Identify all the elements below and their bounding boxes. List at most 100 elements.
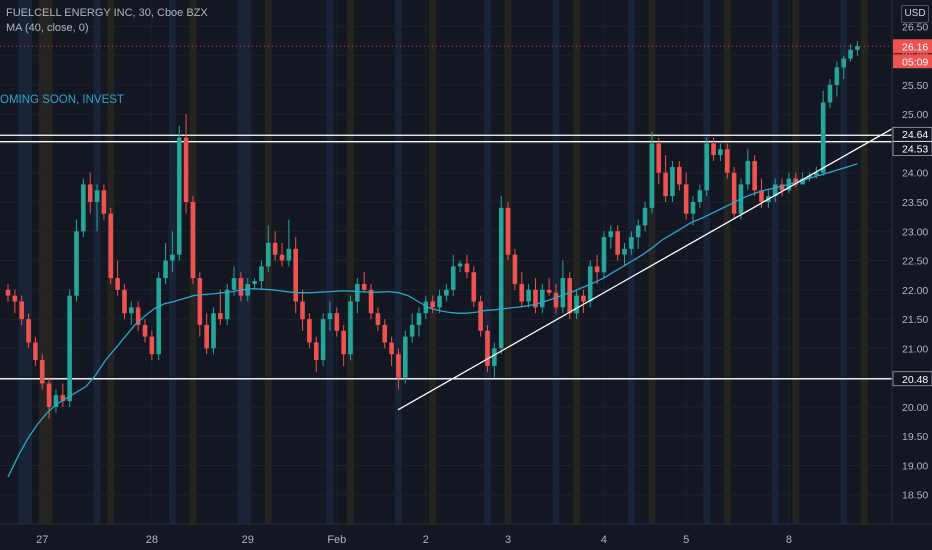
- candle-body: [149, 336, 155, 355]
- candle-body: [19, 301, 24, 320]
- price-tag-label: 05:09: [902, 56, 928, 68]
- candle-body: [224, 289, 230, 320]
- price-tag-box: [893, 39, 932, 54]
- session-band: [237, 0, 252, 524]
- candle-body: [793, 178, 799, 185]
- ma-line: [7, 163, 858, 478]
- price-tag-label: 24.64: [902, 129, 928, 141]
- candle-body: [60, 395, 66, 402]
- candle-body: [129, 307, 134, 314]
- y-tick-label: 18.50: [902, 490, 928, 502]
- session-band: [703, 0, 711, 524]
- candle-body: [286, 248, 292, 261]
- candle-body: [772, 184, 778, 197]
- y-tick-label: 23.00: [902, 226, 928, 238]
- candle-body: [745, 161, 751, 185]
- candle-body: [33, 342, 38, 361]
- candle-body: [190, 201, 196, 279]
- candle-body: [718, 149, 723, 156]
- x-tick-label: 2: [423, 534, 429, 546]
- x-tick-label: 5: [683, 534, 689, 546]
- x-tick-label: 28: [146, 534, 158, 546]
- candle-body: [711, 143, 716, 156]
- price-tags: 26.16 05:09 24.64 24.53 20.48: [892, 39, 932, 387]
- candle-body: [218, 313, 223, 320]
- candle-body: [512, 254, 518, 284]
- candle-body: [498, 207, 504, 349]
- session-band: [648, 0, 656, 524]
- candle-body: [649, 143, 655, 208]
- candle-body: [5, 289, 11, 296]
- candle-body: [416, 313, 422, 325]
- candle-body: [450, 266, 456, 290]
- time-axis[interactable]: 27 28 29 Feb 2 3 4 5 8: [36, 534, 792, 546]
- trendline: [397, 128, 893, 411]
- candle-body: [567, 278, 572, 314]
- y-tick-label: 20.00: [902, 402, 928, 414]
- candle-body: [115, 278, 120, 290]
- candle-body: [759, 190, 764, 202]
- candle-body: [471, 272, 477, 302]
- candle-body: [26, 319, 31, 343]
- x-tick-label: 8: [786, 534, 792, 546]
- session-band: [93, 0, 101, 524]
- price-tag-label: 26.16: [902, 41, 928, 53]
- price-tag-box: [893, 54, 932, 69]
- price-tag-box: [892, 141, 932, 156]
- candle-body: [855, 46, 860, 50]
- candle-body: [478, 301, 483, 331]
- session-band: [18, 0, 32, 524]
- price-tag-box: [892, 371, 932, 387]
- candle-body: [39, 360, 45, 384]
- candle-body: [635, 225, 641, 238]
- candle-body: [74, 231, 79, 296]
- candle-body: [87, 184, 93, 202]
- candle-body: [361, 283, 367, 290]
- x-tick-label: 3: [505, 534, 511, 546]
- candle-body: [334, 313, 340, 331]
- candle-body: [279, 254, 285, 261]
- candle-body: [848, 49, 853, 59]
- candle-body: [12, 295, 18, 302]
- candle-body: [663, 172, 668, 197]
- candle-body: [656, 143, 662, 173]
- session-band: [771, 0, 779, 524]
- candle-body: [389, 342, 394, 355]
- candle-body: [533, 289, 538, 308]
- candle-body: [444, 289, 449, 296]
- candle-body: [368, 289, 374, 314]
- candle-body: [485, 330, 490, 366]
- candle-body: [348, 301, 353, 355]
- session-band: [395, 0, 402, 524]
- candle-body: [156, 278, 161, 355]
- currency-button[interactable]: USD: [901, 5, 929, 23]
- y-tick-label: 21.50: [902, 314, 928, 326]
- candle-body: [464, 263, 470, 273]
- candle-body: [300, 301, 305, 320]
- indicator-legend[interactable]: MA (40, close, 0): [6, 22, 89, 34]
- candle-body: [574, 295, 579, 314]
- candle-body: [581, 295, 586, 302]
- candle-body: [238, 278, 244, 296]
- candle-body: [731, 172, 737, 214]
- session-band: [552, 0, 560, 524]
- candle-body: [313, 342, 319, 361]
- candle-body: [560, 278, 566, 308]
- symbol-title[interactable]: FUELCELL ENERGY INC, 30, Cboe BZX: [6, 7, 208, 19]
- candle-body: [697, 190, 703, 202]
- candle-body: [293, 248, 298, 302]
- candle-body: [505, 207, 511, 255]
- candle-body: [245, 283, 251, 296]
- candle-body: [430, 301, 435, 308]
- candle-body: [437, 295, 442, 308]
- y-tick-label: 25.00: [902, 109, 928, 121]
- trendline-layer: [397, 128, 893, 411]
- candle-body: [553, 292, 559, 308]
- x-tick-label: 29: [242, 534, 254, 546]
- session-band: [840, 0, 848, 524]
- y-tick-label: 26.50: [902, 21, 928, 33]
- candle-body: [197, 278, 203, 325]
- candle-body: [594, 266, 600, 273]
